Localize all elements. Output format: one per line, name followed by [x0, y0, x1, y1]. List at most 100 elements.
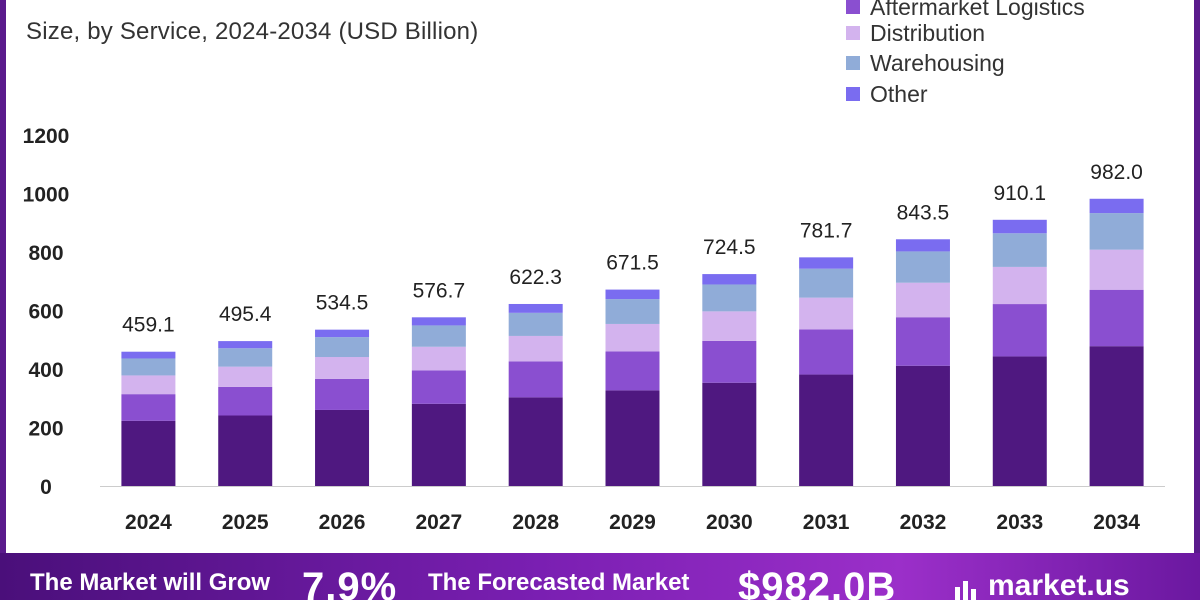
- bar-segment-other: [218, 341, 273, 349]
- legend-label: Warehousing: [870, 50, 1005, 76]
- right-accent-strip: [1194, 0, 1200, 600]
- footer-banner: The Market will Grow 7.9% The Forecasted…: [0, 553, 1200, 600]
- bar-segment-distribution: [121, 375, 176, 395]
- x-tick-label: 2032: [900, 511, 947, 534]
- bar-segment-aftermarket-logistics: [218, 386, 273, 416]
- bar-segment-base: [605, 390, 660, 486]
- y-tick-label: 800: [28, 242, 63, 265]
- bar-segment-warehousing: [218, 348, 273, 367]
- bar-segment-warehousing: [121, 358, 176, 376]
- bar-segment-warehousing: [315, 337, 370, 358]
- bar-segment-warehousing: [605, 299, 660, 324]
- bar-segment-aftermarket-logistics: [605, 351, 660, 391]
- bar-total-label: 982.0: [1090, 161, 1143, 184]
- bar-segment-distribution: [218, 366, 273, 387]
- bar-total-label: 622.3: [509, 266, 562, 289]
- chart-subtitle: Size, by Service, 2024-2034 (USD Billion…: [26, 18, 479, 45]
- bar-segment-base: [1089, 346, 1144, 486]
- bar-segment-distribution: [1089, 249, 1144, 290]
- bar-segment-other: [605, 289, 660, 300]
- bar-segment-warehousing: [411, 325, 466, 347]
- legend-swatch: [846, 87, 860, 101]
- bar-segment-base: [411, 403, 466, 486]
- footer-forecast-label: The Forecasted Market: [428, 569, 690, 596]
- market-us-logo-icon: [955, 581, 976, 600]
- bar-segment-warehousing: [799, 268, 854, 298]
- bar-segment-warehousing: [702, 284, 757, 312]
- bar-total-label: 495.4: [219, 303, 272, 326]
- bar-segment-distribution: [799, 297, 854, 330]
- bar-segment-warehousing: [508, 312, 563, 336]
- stacked-bar-chart: 0 200 400 600 800 1000 1200 459.1 2024 495.4 2025 5…: [23, 125, 1165, 534]
- y-tick-label: 1200: [23, 125, 70, 148]
- bar-segment-warehousing: [992, 233, 1047, 267]
- left-accent-strip: [0, 0, 6, 600]
- y-tick-label: 0: [40, 476, 52, 499]
- legend-label: Distribution: [870, 20, 986, 46]
- legend-swatch: [846, 56, 860, 70]
- bar-segment-warehousing: [1089, 213, 1144, 250]
- bar-segment-aftermarket-logistics: [121, 394, 176, 421]
- x-tick-label: 2033: [996, 511, 1043, 534]
- bar-segment-aftermarket-logistics: [702, 340, 757, 383]
- bar-segment-aftermarket-logistics: [992, 304, 1047, 357]
- y-tick-label: 400: [28, 359, 63, 382]
- bar-segment-distribution: [508, 335, 563, 362]
- bar-total-label: 459.1: [122, 314, 175, 337]
- bar-segment-distribution: [411, 346, 466, 371]
- legend-label: Other: [870, 81, 928, 107]
- bar-segment-base: [992, 356, 1047, 486]
- bar-segment-aftermarket-logistics: [508, 361, 563, 398]
- bar-segment-aftermarket-logistics: [411, 370, 466, 404]
- x-tick-label: 2025: [222, 511, 269, 534]
- bar-segment-base: [315, 409, 370, 486]
- bar-segment-base: [799, 374, 854, 486]
- bar-segment-distribution: [992, 266, 1047, 305]
- bar-total-label: 910.1: [993, 182, 1046, 205]
- bar-segment-other: [1089, 198, 1144, 214]
- x-tick-label: 2028: [512, 511, 559, 534]
- bar-segment-other: [411, 317, 466, 326]
- x-tick-label: 2030: [706, 511, 753, 534]
- bar-segment-aftermarket-logistics: [315, 378, 370, 410]
- x-tick-label: 2034: [1093, 511, 1140, 534]
- bar-segment-other: [895, 239, 950, 252]
- bar-total-label: 843.5: [897, 201, 950, 224]
- bar-segment-base: [508, 397, 563, 486]
- bar-total-label: 671.5: [606, 252, 659, 275]
- bar-total-label: 724.5: [703, 236, 756, 259]
- footer-cagr-value: 7.9%: [302, 565, 398, 600]
- bar-segment-other: [799, 257, 854, 269]
- x-tick-label: 2029: [609, 511, 656, 534]
- bar-segment-distribution: [605, 323, 660, 352]
- x-tick-label: 2027: [416, 511, 463, 534]
- bar-total-label: 576.7: [413, 279, 466, 302]
- x-tick-label: 2024: [125, 511, 172, 534]
- bar-total-label: 781.7: [800, 219, 853, 242]
- bar-segment-distribution: [895, 282, 950, 318]
- bar-segment-base: [121, 420, 176, 486]
- bar-segment-other: [315, 329, 370, 338]
- x-tick-label: 2031: [803, 511, 850, 534]
- bar-segment-distribution: [702, 311, 757, 341]
- bar-segment-other: [702, 274, 757, 285]
- bar-segment-aftermarket-logistics: [895, 317, 950, 366]
- bar-segment-base: [702, 382, 757, 486]
- bar-segment-aftermarket-logistics: [799, 329, 854, 375]
- bar-segment-warehousing: [895, 251, 950, 283]
- y-tick-label: 200: [28, 418, 63, 441]
- bar-segment-base: [218, 415, 273, 486]
- x-tick-label: 2026: [319, 511, 366, 534]
- bar-total-label: 534.5: [316, 292, 369, 315]
- footer-grow-label: The Market will Grow: [30, 569, 271, 596]
- bar-segment-aftermarket-logistics: [1089, 289, 1144, 347]
- legend-swatch: [846, 0, 860, 14]
- footer-brand: market.us: [988, 569, 1130, 600]
- bar-segment-other: [992, 219, 1047, 234]
- legend-label: Aftermarket Logistics: [870, 0, 1085, 20]
- footer-forecast-value: $982.0B: [738, 565, 897, 600]
- y-tick-label: 1000: [23, 184, 70, 207]
- legend-swatch: [846, 26, 860, 40]
- bar-segment-base: [895, 365, 950, 486]
